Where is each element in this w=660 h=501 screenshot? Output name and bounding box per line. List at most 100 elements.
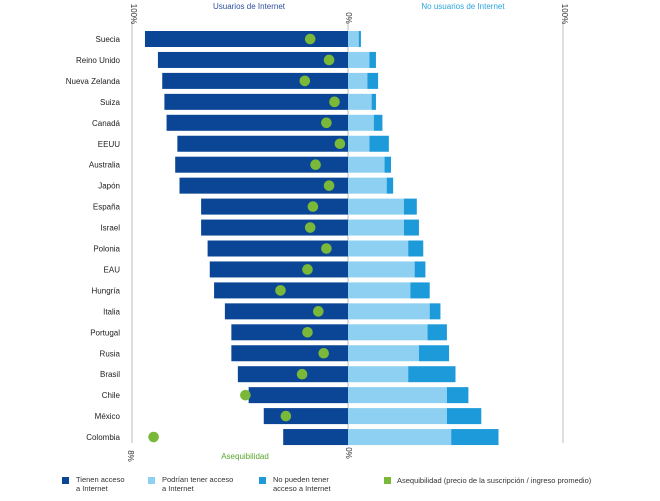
bar-have-access-suiza: [164, 93, 348, 110]
bar-cannot-access-brasil: [408, 366, 456, 383]
bar-have-access-australia: [175, 156, 348, 173]
bar-could-access-eau: [348, 261, 415, 278]
legend-cannot-access-line2: acceso a Internet: [273, 484, 331, 493]
bar-cannot-access-chile: [446, 387, 469, 404]
bar-could-access-colombia: [348, 429, 452, 446]
bar-could-access-mexico: [348, 408, 447, 425]
legend-could-access-line1: Podrían tener acceso: [162, 475, 233, 484]
bar-could-access-canada: [348, 114, 374, 131]
country-label-chile: Chile: [102, 391, 121, 400]
affordability-dot-colombia: [148, 431, 159, 443]
users-header: Usuarios de Internet: [213, 2, 286, 11]
bar-have-access-suecia: [144, 31, 348, 47]
country-label-australia: Australia: [89, 161, 121, 170]
bar-cannot-access-mexico: [446, 408, 482, 425]
affordability-dot-reino-unido: [323, 54, 335, 66]
affordability-dot-israel: [304, 222, 316, 233]
bar-could-access-chile: [348, 387, 447, 404]
affordability-axis-label: Asequibilidad: [221, 452, 269, 461]
affordability-8-label: 8%: [126, 450, 135, 462]
bar-have-access-japon: [179, 177, 348, 194]
legend-swatch-could-access: [148, 477, 155, 484]
bar-have-access-rusia: [231, 345, 348, 362]
non-users-header: No usuarios de Internet: [421, 2, 505, 11]
bar-have-access-italia: [224, 303, 348, 320]
legend-label-could-access: Podrían tener acceso a Internet: [162, 475, 235, 493]
country-label-espana: España: [93, 203, 121, 212]
bar-cannot-access-hungria: [410, 282, 430, 299]
bar-could-access-rusia: [348, 345, 419, 362]
bar-cannot-access-australia: [384, 156, 391, 173]
left-100-label: 100%: [129, 4, 138, 24]
affordability-0-label: 0%: [344, 447, 353, 459]
bar-have-access-nueva-zelanda: [162, 72, 348, 89]
bar-cannot-access-japon: [386, 177, 394, 194]
bar-could-access-brasil: [348, 366, 409, 383]
bar-could-access-italia: [348, 303, 430, 320]
country-label-suiza: Suiza: [100, 98, 121, 107]
bar-have-access-israel: [201, 219, 348, 236]
bar-cannot-access-reino-unido: [369, 51, 376, 68]
bar-cannot-access-portugal: [427, 324, 447, 341]
affordability-dot-mexico: [280, 410, 292, 422]
country-label-brasil: Brasil: [100, 370, 120, 379]
country-label-canada: Canadá: [92, 119, 121, 128]
center-zero-label: 0%: [344, 12, 353, 24]
bar-could-access-australia: [348, 156, 385, 173]
country-label-reino-unido: Reino Unido: [76, 56, 121, 65]
legend: Tienen acceso a Internet Podrían tener a…: [62, 475, 592, 493]
country-label-japon: Japón: [98, 182, 120, 191]
country-label-suecia: Suecia: [96, 35, 121, 44]
country-label-polonia: Polonia: [93, 245, 120, 254]
bar-have-access-espana: [201, 198, 348, 215]
affordability-dot-nueva-zelanda: [299, 75, 311, 87]
bar-have-access-eau: [209, 261, 348, 278]
country-label-colombia: Colombia: [86, 433, 120, 442]
bar-could-access-nueva-zelanda: [348, 72, 368, 89]
affordability-dot-espana: [307, 201, 319, 212]
affordability-dot-hungria: [275, 285, 286, 296]
bar-have-access-colombia: [283, 429, 348, 446]
affordability-dot-eeuu: [334, 138, 346, 150]
country-label-italia: Italia: [103, 307, 120, 316]
bar-could-access-japon: [348, 177, 387, 194]
bar-cannot-access-canada: [373, 114, 383, 131]
affordability-dot-japon: [323, 180, 335, 191]
legend-cannot-access-line1: No pueden tener: [273, 475, 329, 484]
bar-could-access-eeuu: [348, 135, 370, 152]
bar-have-access-eeuu: [177, 135, 348, 152]
country-label-eeuu: EEUU: [98, 140, 120, 149]
bar-cannot-access-colombia: [451, 429, 499, 446]
legend-label-cannot-access: No pueden tener acceso a Internet: [273, 475, 331, 493]
country-label-israel: Israel: [100, 224, 120, 233]
bar-cannot-access-polonia: [408, 240, 424, 257]
bar-cannot-access-nueva-zelanda: [367, 72, 379, 89]
bar-cannot-access-suiza: [371, 93, 376, 110]
country-label-mexico: México: [95, 412, 121, 421]
legend-could-access-line2: a Internet: [162, 484, 195, 493]
country-label-eau: EAU: [104, 265, 121, 274]
bar-cannot-access-suecia: [358, 31, 361, 47]
bar-cannot-access-rusia: [418, 345, 450, 362]
bar-have-access-portugal: [231, 324, 348, 341]
affordability-dot-suecia: [304, 33, 316, 45]
right-100-label: 100%: [560, 4, 569, 24]
country-label-hungria: Hungría: [92, 286, 121, 295]
affordability-dot-eau: [302, 264, 313, 275]
bar-have-access-reino-unido: [157, 51, 348, 68]
bar-could-access-israel: [348, 219, 404, 236]
bar-have-access-canada: [166, 114, 348, 131]
bar-cannot-access-espana: [403, 198, 417, 215]
affordability-dot-polonia: [321, 243, 332, 254]
legend-have-access-line2: a Internet: [76, 484, 109, 493]
bar-have-access-chile: [248, 387, 348, 404]
affordability-dot-portugal: [302, 327, 313, 338]
bar-could-access-polonia: [348, 240, 409, 257]
affordability-dot-suiza: [329, 96, 340, 108]
chart-rows: Suecia Reino Unido Nueva Zelanda Suiza Canad…: [66, 31, 499, 446]
affordability-dot-brasil: [296, 368, 308, 380]
bar-could-access-espana: [348, 198, 404, 215]
affordability-dot-canada: [321, 117, 332, 129]
legend-label-have-access: Tienen acceso a Internet: [76, 475, 127, 493]
